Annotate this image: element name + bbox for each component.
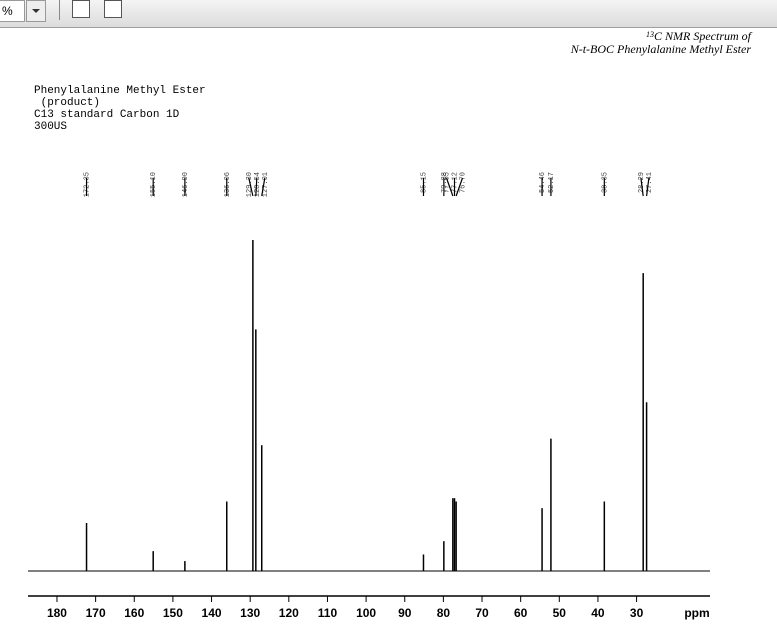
toolbar: % — [0, 0, 777, 28]
x-tick-label: 60 — [514, 606, 528, 620]
note-line: (product) — [34, 97, 100, 109]
peak-label-connector — [455, 177, 464, 197]
peak-label: 54.46 — [539, 172, 547, 193]
peak-label: 136.06 — [224, 172, 232, 197]
fit-page-button[interactable] — [72, 0, 90, 18]
peak-label-connector — [645, 177, 650, 197]
title-superscript: 13 — [646, 30, 654, 39]
note-line: Phenylalanine Methyl Ester — [34, 85, 206, 97]
x-tick-label: 100 — [356, 606, 376, 620]
x-tick-label: 180 — [47, 606, 67, 620]
peak-label: 128.54 — [254, 172, 262, 197]
peak-label: 146.90 — [182, 172, 190, 197]
x-tick-label: 120 — [279, 606, 299, 620]
peak-label: 76.70 — [459, 172, 467, 193]
fit-width-button[interactable] — [104, 0, 122, 18]
x-tick-label: 170 — [86, 606, 106, 620]
peak-label: 85.15 — [420, 172, 428, 193]
peak-label: 77.12 — [451, 172, 459, 193]
zoom-field[interactable]: % — [0, 0, 25, 22]
x-axis-label: ppm — [684, 606, 709, 620]
chart: 13C NMR Spectrum of N-t-BOC Phenylalanin… — [28, 29, 753, 620]
x-tick-label: 40 — [591, 606, 605, 620]
peak-label: 172.35 — [84, 172, 92, 197]
x-tick-label: 130 — [240, 606, 260, 620]
note-line: 300US — [34, 121, 67, 133]
x-tick-label: 110 — [318, 606, 338, 620]
x-tick-label: 160 — [124, 606, 144, 620]
peak-label: 52.17 — [548, 172, 556, 193]
chart-subtitle: N-t-BOC Phenylalanine Methyl Ester — [570, 42, 752, 56]
peak-label-connector — [255, 177, 258, 197]
x-tick-label: 140 — [202, 606, 222, 620]
x-tick-label: 150 — [163, 606, 183, 620]
peak-label: 79.88 — [441, 172, 449, 193]
peak-label-connector — [248, 177, 254, 197]
peak-label-connector — [445, 177, 454, 197]
separator — [59, 0, 60, 20]
peak-label-connector — [261, 177, 266, 197]
peak-label: 127.01 — [262, 172, 270, 197]
peak-label: 27.41 — [646, 172, 654, 193]
peak-label-connector — [640, 177, 644, 197]
note-line: C13 standard Carbon 1D — [34, 109, 180, 121]
x-tick-label: 80 — [437, 606, 451, 620]
x-tick-label: 70 — [475, 606, 489, 620]
x-tick-label: 90 — [398, 606, 412, 620]
zoom-dropdown[interactable] — [26, 0, 46, 22]
peak-label: 38.35 — [601, 172, 609, 193]
title-text: C NMR Spectrum of — [654, 29, 753, 43]
peak-label: 155.10 — [150, 172, 158, 197]
x-tick-label: 30 — [630, 606, 644, 620]
chart-title: 13C NMR Spectrum of — [646, 29, 753, 43]
x-tick-label: 50 — [553, 606, 567, 620]
